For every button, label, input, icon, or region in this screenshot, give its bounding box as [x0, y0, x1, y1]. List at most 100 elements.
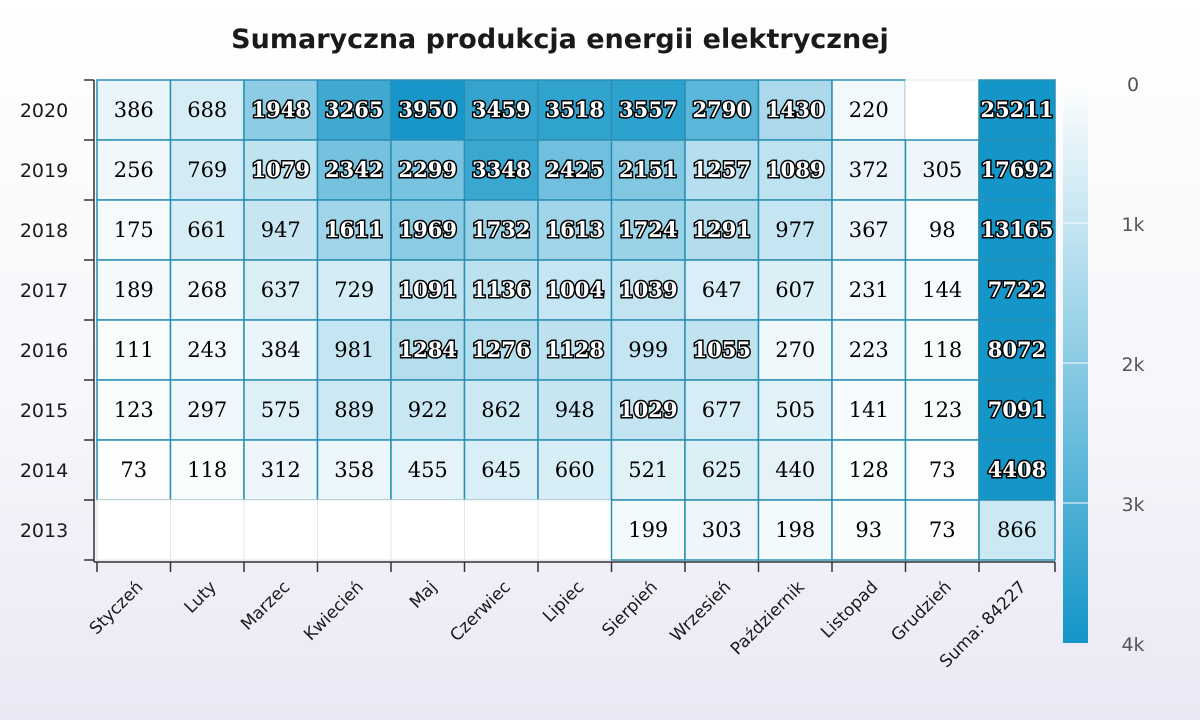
y-tick-label: 2020: [20, 100, 68, 122]
cell-value-label: 948: [555, 398, 595, 422]
cell-value-label: 73: [929, 458, 956, 482]
cell-value-label: 384: [261, 338, 301, 362]
cell-value-label: 305: [922, 158, 962, 182]
heatmap-cell: [610, 319, 686, 381]
y-tick-label: 2015: [20, 400, 68, 422]
cell-value-label: 118: [187, 458, 227, 482]
cell-value-label: 1128: [546, 337, 604, 362]
heatmap-cell: [757, 319, 833, 381]
cell-value-label: 889: [334, 398, 374, 422]
heatmap-cell: [684, 139, 760, 201]
cell-value-label: 1948: [252, 97, 310, 122]
cell-value-label: 1136: [472, 277, 530, 302]
heatmap-cell: [243, 379, 319, 441]
heatmap-cell-empty: [464, 499, 539, 561]
cell-value-label: 729: [334, 278, 374, 302]
heatmap-cell: [390, 319, 466, 381]
heatmap-cell: [831, 499, 907, 561]
cell-value-label: 231: [849, 278, 889, 302]
color-axis-legend: 0 1k 2k 3k 4k: [1063, 74, 1145, 656]
cell-value-label: 645: [481, 458, 521, 482]
cell-value-label: 312: [261, 458, 301, 482]
cell-value-label: 1055: [693, 337, 751, 362]
cell-value-label: 3348: [472, 157, 530, 182]
heatmap-cell: [831, 139, 907, 201]
cell-value-label: 999: [628, 338, 668, 362]
cell-value-label: 977: [775, 218, 815, 242]
heatmap-cell: [316, 259, 392, 321]
cell-value-label: 13165: [980, 217, 1053, 242]
cell-value-label: 947: [261, 218, 301, 242]
color-axis-tick-label: 1k: [1121, 214, 1144, 236]
x-axis-ticks: Styczeń Luty Marzec Kwiecień Maj Czerwiec Lipi…: [86, 562, 1056, 672]
cell-value-label: 1969: [399, 217, 457, 242]
heatmap-cell: [757, 499, 833, 561]
cell-value-label: 2299: [399, 157, 457, 182]
cell-value-label: 866: [997, 518, 1037, 542]
cell-value-label: 268: [187, 278, 227, 302]
heatmap-cell: [96, 259, 172, 321]
cell-value-label: 981: [334, 338, 374, 362]
heatmap-cell: [390, 259, 466, 321]
x-tick-label: Lipiec: [539, 577, 588, 626]
heatmap-cell: [169, 379, 245, 441]
heatmap-cell: [831, 259, 907, 321]
x-tick-label: Grudzień: [887, 577, 955, 645]
heatmap-cell: [978, 499, 1056, 561]
cell-value-label: 862: [481, 398, 521, 422]
cell-value-label: 2151: [619, 157, 677, 182]
cell-value-label: 2425: [546, 157, 604, 182]
cell-value-label: 1039: [619, 277, 677, 302]
cell-value-label: 3518: [546, 97, 604, 122]
cell-value-label: 1291: [693, 217, 751, 242]
cell-value-label: 386: [114, 98, 154, 122]
cell-value-label: 303: [702, 518, 742, 542]
heatmap-cell: [757, 139, 833, 201]
x-tick-label: Kwiecień: [300, 577, 368, 645]
cell-value-label: 3950: [399, 97, 457, 122]
heatmap-cell-empty: [390, 499, 465, 561]
cell-value-label: 144: [922, 278, 962, 302]
cell-value-label: 243: [187, 338, 227, 362]
heatmap-cell-empty: [537, 499, 612, 561]
cell-value-label: 2342: [325, 157, 383, 182]
cell-value-label: 922: [408, 398, 448, 422]
cell-value-label: 123: [114, 398, 154, 422]
cell-value-label: 123: [922, 398, 962, 422]
heatmap-cell-empty: [96, 499, 171, 561]
heatmap-cell: [316, 439, 392, 501]
cell-value-label: 372: [849, 158, 889, 182]
y-tick-label: 2018: [20, 220, 68, 242]
heatmap-cell-empty: [243, 499, 318, 561]
heatmap-cell: [463, 199, 539, 261]
heatmap-cell-empty: [905, 79, 980, 141]
cell-value-label: 1284: [399, 337, 457, 362]
color-axis-tick-label: 0: [1127, 74, 1139, 96]
heatmap-cell: [610, 79, 686, 141]
color-axis-tick-label: 3k: [1121, 494, 1144, 516]
cell-value-label: 3557: [619, 97, 677, 122]
cell-value-label: 189: [114, 278, 154, 302]
cell-value-label: 25211: [980, 97, 1053, 122]
color-axis-tick-label: 4k: [1121, 634, 1144, 656]
cell-value-label: 270: [775, 338, 815, 362]
heatmap-cell: [684, 379, 760, 441]
heatmap-cell: [904, 379, 980, 441]
cell-value-label: 98: [929, 218, 956, 242]
cell-value-label: 440: [775, 458, 815, 482]
cell-value-label: 1029: [619, 397, 677, 422]
x-tick-label: Luty: [181, 577, 221, 617]
chart-axes: [93, 80, 1055, 563]
heatmap-cell: [831, 439, 907, 501]
heatmap-cell: [390, 379, 466, 441]
heatmap-cell: [243, 319, 319, 381]
heatmap-cell-empty: [317, 499, 392, 561]
cell-value-label: 1004: [546, 277, 604, 302]
heatmap-cell: [169, 79, 245, 141]
cell-value-label: 2790: [693, 97, 751, 122]
heatmap-cell: [169, 319, 245, 381]
heatmap-cell: [610, 259, 686, 321]
cell-value-label: 677: [702, 398, 742, 422]
x-tick-label: Październik: [727, 577, 809, 659]
heatmap-cell: [904, 199, 980, 261]
